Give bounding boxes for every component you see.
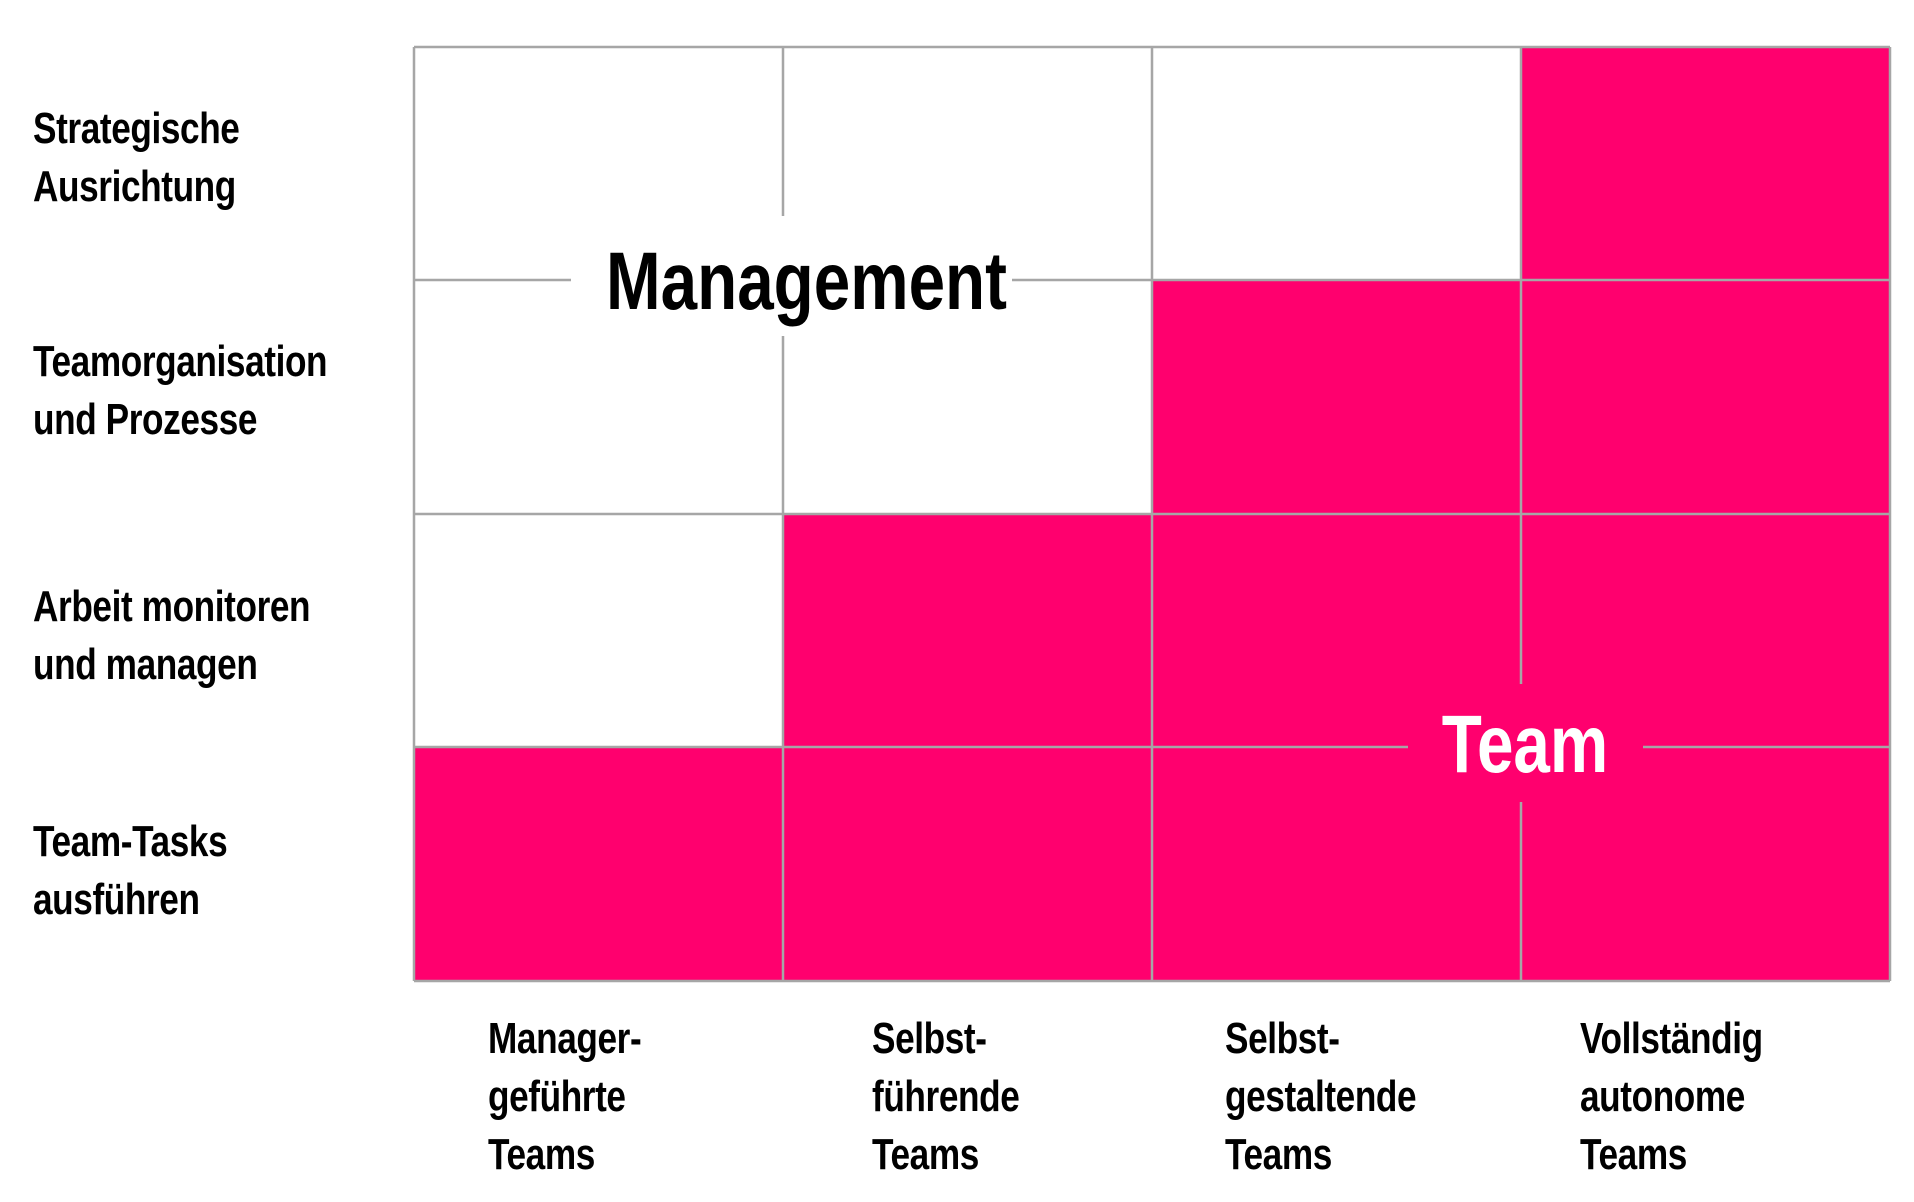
row-label-strategic-alignment: Strategische Ausrichtung: [33, 104, 240, 211]
column-label-self-designing: Selbst- gestaltende Teams: [1225, 1014, 1417, 1179]
matrix-cell-r3-c4: [1521, 514, 1890, 747]
matrix-cell-r2-c1: [414, 280, 783, 514]
matrix-cell-r3-c3: [1152, 514, 1521, 747]
matrix-cell-r1-c2: [783, 47, 1152, 280]
matrix-gridlines: [412, 45, 1892, 983]
matrix-cell-r4-c1: [414, 747, 783, 981]
matrix-cell-r1-c3: [1152, 47, 1521, 280]
matrix-cell-r4-c2: [783, 747, 1152, 981]
row-label-team-organization: Teamorganisation und Prozesse: [33, 337, 328, 444]
row-label-execute-tasks: Team-Tasks ausführen: [33, 817, 228, 924]
matrix-cell-r3-c2: [783, 514, 1152, 747]
team-region-label: Team: [1441, 699, 1609, 790]
row-label-monitor-work: Arbeit monitoren und managen: [33, 582, 311, 689]
column-label-self-managing: Selbst- führende Teams: [872, 1014, 1020, 1179]
matrix-cell-r2-c4: [1521, 280, 1890, 514]
matrix-cell-r4-c3: [1152, 747, 1521, 981]
management-region-label: Management: [606, 236, 1007, 327]
matrix-cell-r4-c4: [1521, 747, 1890, 981]
matrix-cell-r3-c1: [414, 514, 783, 747]
matrix-cells: [414, 47, 1890, 981]
column-label-fully-autonomous: Vollständig autonome Teams: [1580, 1014, 1763, 1179]
column-label-manager-led: Manager- geführte Teams: [488, 1014, 642, 1179]
matrix-cell-r2-c2: [783, 280, 1152, 514]
matrix-cell-r1-c1: [414, 47, 783, 280]
matrix-cell-r1-c4: [1521, 47, 1890, 280]
matrix-cell-r2-c3: [1152, 280, 1521, 514]
